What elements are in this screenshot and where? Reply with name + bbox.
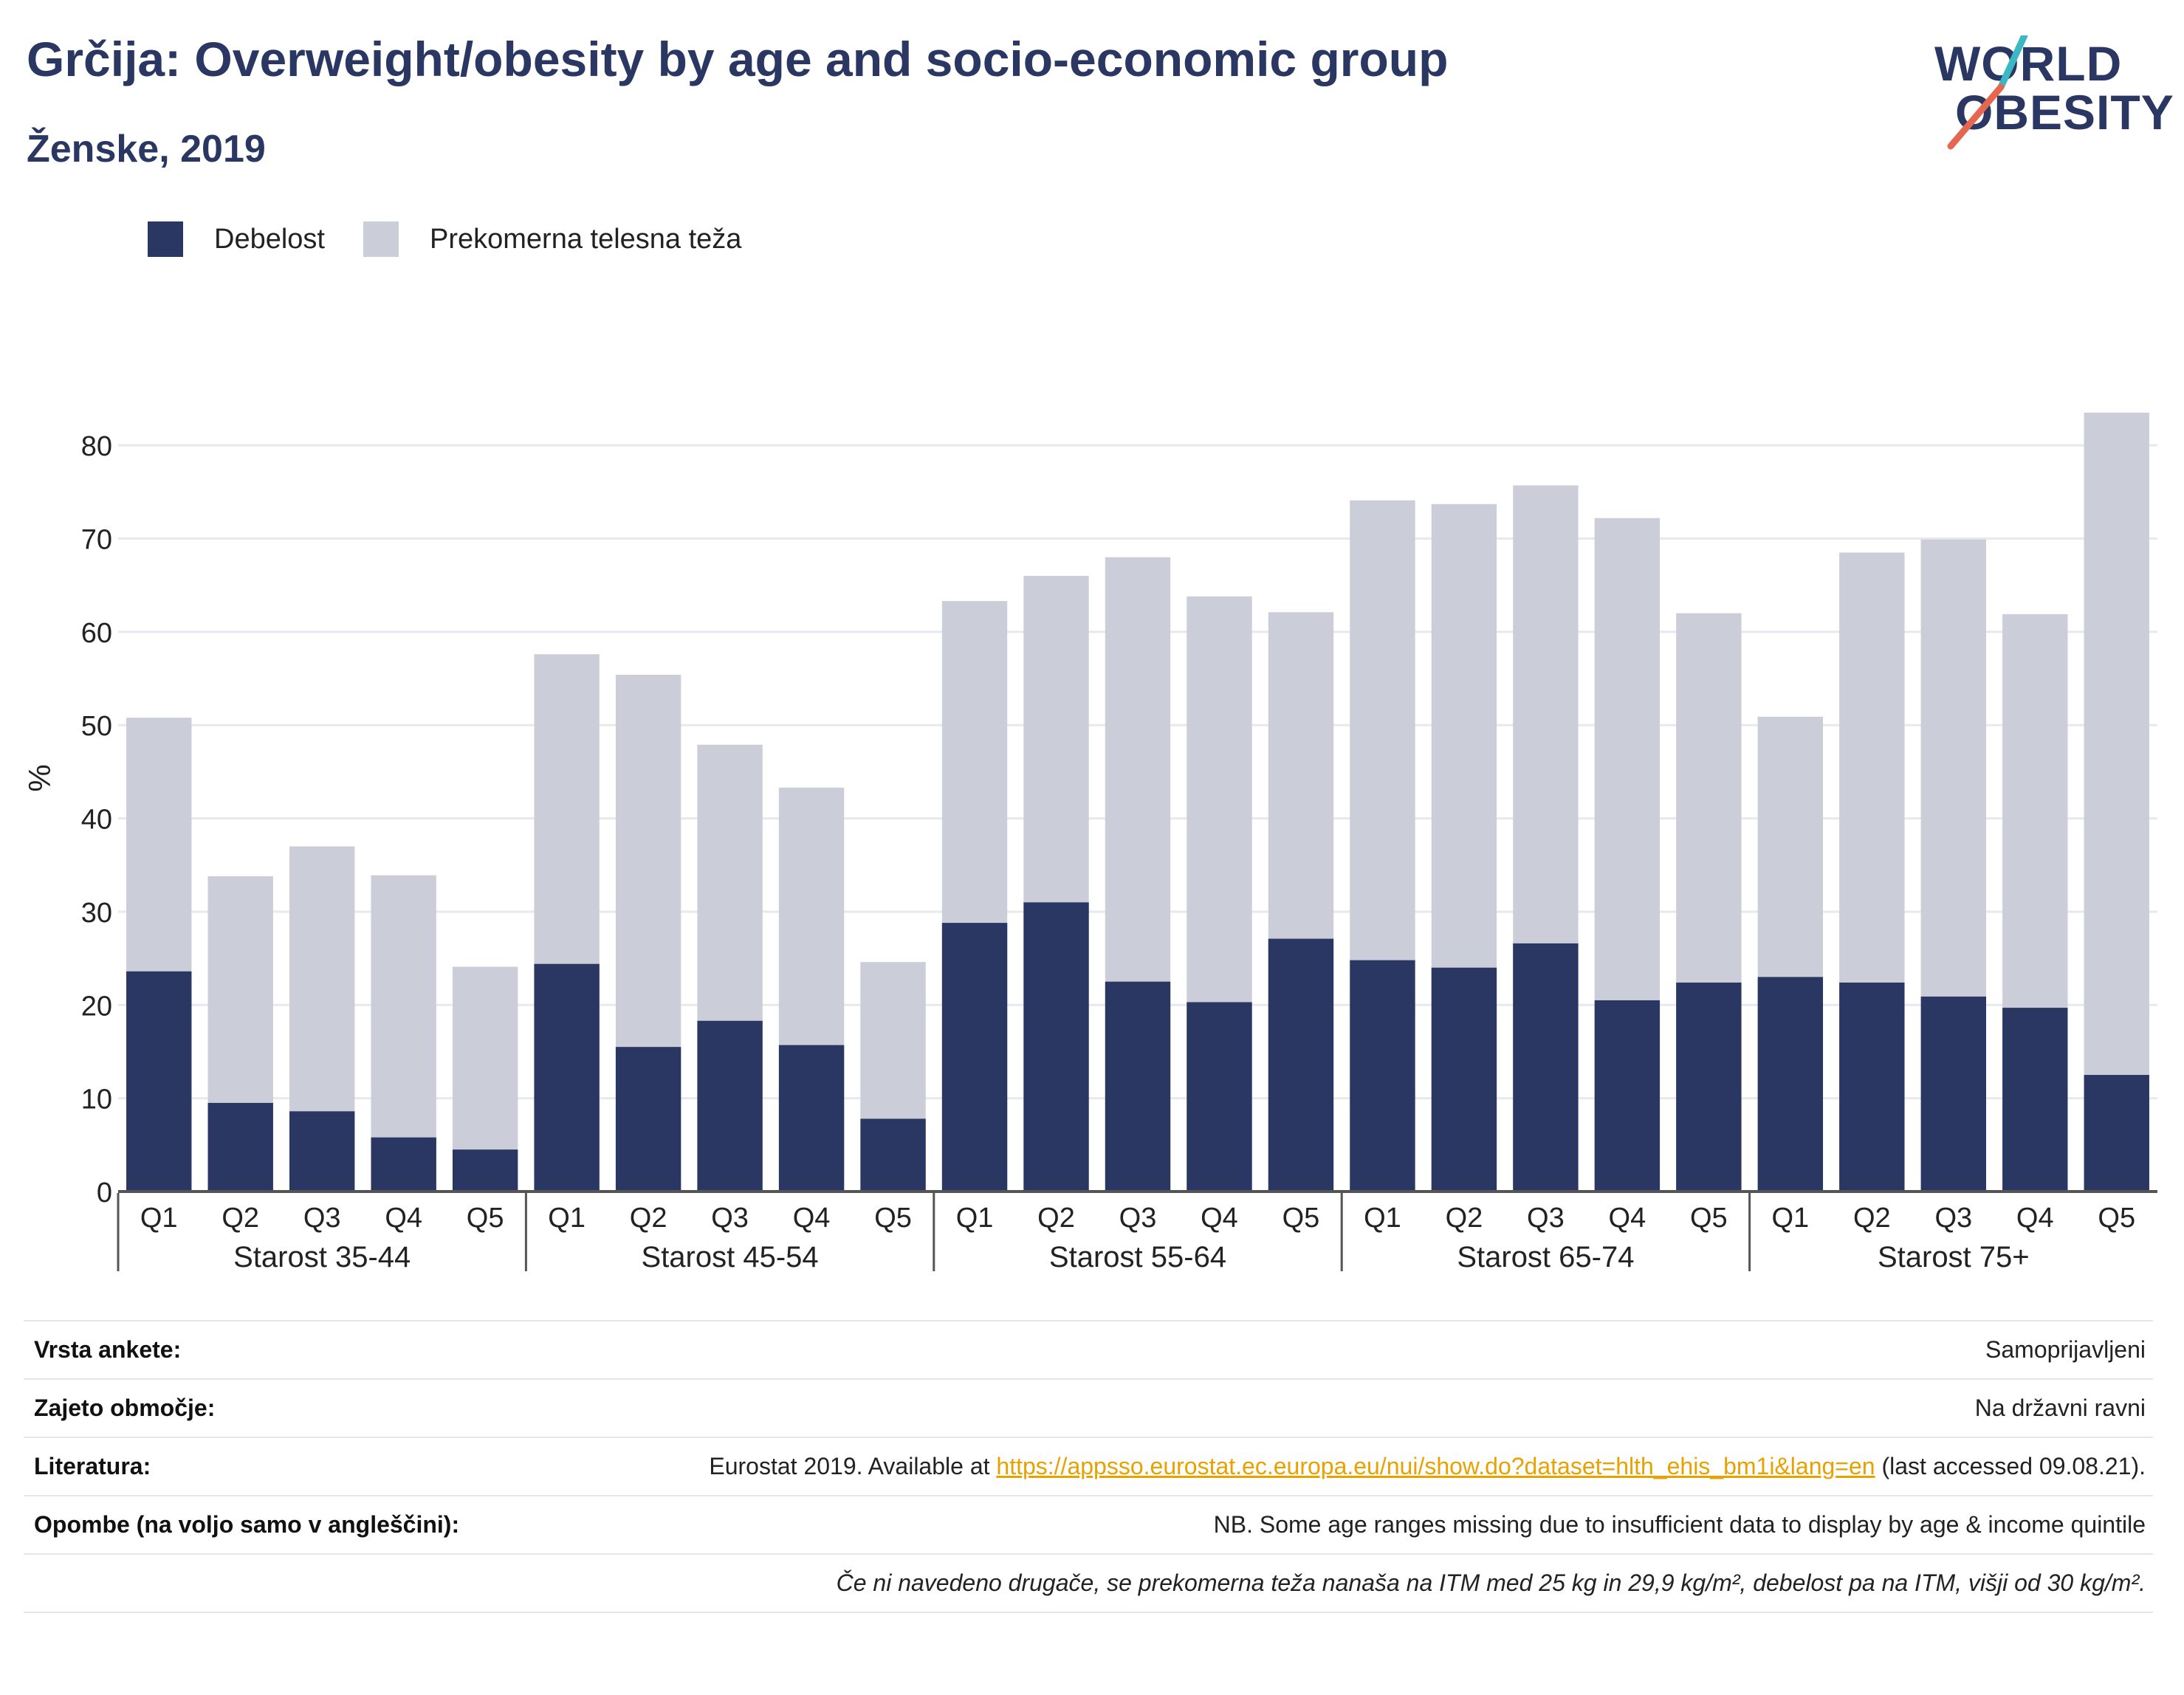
x-tick-label: Q5 [1282,1203,1320,1234]
coverage-label: Zajeto območje: [34,1395,216,1421]
reference-prefix: Eurostat 2019. Available at [709,1453,997,1479]
bar-obesity [452,1149,518,1192]
x-tick-label: Q2 [1853,1203,1891,1234]
legend-label-obesity: Debelost [214,223,325,255]
bar-obesity [1268,938,1334,1192]
legend-swatch-obesity [148,221,183,257]
legend-item-overweight: Prekomerna telesna teža [363,221,741,257]
x-tick-label: Q3 [303,1203,341,1234]
bar-obesity [207,1102,273,1192]
bar-obesity [1431,967,1497,1192]
bar-obesity [1757,977,1824,1192]
bar-obesity [2084,1075,2149,1192]
x-group-label: Starost 65-74 [1457,1241,1634,1273]
y-tick-label: 80 [81,431,112,462]
footer-row-coverage: Zajeto območje: Na državni ravni [24,1378,2153,1437]
reference-label: Literatura: [34,1453,151,1479]
chart-subtitle: Ženske, 2019 [27,128,266,171]
x-group-label: Starost 35-44 [233,1241,411,1273]
legend-label-overweight: Prekomerna telesna teža [429,223,742,255]
bar-obesity [1513,943,1579,1192]
bar-obesity [697,1020,763,1192]
bar-obesity [941,923,1008,1192]
x-tick-label: Q1 [548,1203,586,1234]
bar-obesity [1594,1000,1661,1192]
chart-legend: Debelost Prekomerna telesna teža [148,219,780,260]
notes-value: NB. Some age ranges missing due to insuf… [1213,1511,2146,1538]
bar-obesity [1023,902,1089,1192]
y-tick-label: 30 [81,898,112,929]
footer-row-definition: Če ni navedeno drugače, se prekomerna te… [24,1553,2153,1613]
survey-type-value: Samoprijavljeni [1985,1336,2146,1363]
x-group-label: Starost 45-54 [642,1241,819,1273]
bar-obesity [126,971,192,1192]
x-tick-label: Q4 [1201,1203,1238,1234]
bar-obesity [289,1111,355,1192]
y-axis-label: % [22,764,57,791]
reference-suffix: (last accessed 09.08.21). [1875,1453,2146,1479]
notes-label: Opombe (na voljo samo v angleščini): [34,1511,460,1538]
bar-obesity [1187,1002,1252,1192]
chart-title: Grčija: Overweight/obesity by age and so… [27,32,1449,86]
y-tick-label: 20 [81,991,112,1022]
bar-overweight [2084,412,2149,1192]
x-tick-label: Q3 [1934,1203,1972,1234]
x-tick-label: Q4 [2016,1203,2054,1234]
coverage-value: Na državni ravni [1974,1395,2146,1421]
bar-obesity [1676,982,1742,1192]
x-tick-label: Q2 [630,1203,667,1234]
legend-item-obesity: Debelost [148,221,325,257]
bar-obesity [371,1137,436,1192]
x-group-label: Starost 55-64 [1049,1241,1226,1273]
x-tick-label: Q5 [2098,1203,2135,1234]
bar-obesity [1105,981,1171,1192]
bar-obesity [860,1118,926,1192]
bar-obesity [2002,1008,2068,1192]
logo-text-line1: WORLD [1934,36,2123,91]
x-tick-label: Q5 [1690,1203,1728,1234]
x-tick-label: Q1 [956,1203,994,1234]
y-tick-label: 50 [81,711,112,742]
x-tick-label: Q4 [385,1203,422,1234]
x-tick-label: Q2 [222,1203,259,1234]
reference-link[interactable]: https://appsso.eurostat.ec.europa.eu/nui… [996,1453,1875,1479]
legend-swatch-overweight [363,221,399,257]
definition-text: Če ni navedeno drugače, se prekomerna te… [836,1569,2146,1596]
x-tick-label: Q1 [1364,1203,1401,1234]
y-tick-label: 40 [81,805,112,836]
bar-obesity [534,963,600,1192]
y-tick-label: 10 [81,1084,112,1115]
x-tick-label: Q1 [1771,1203,1809,1234]
x-tick-label: Q2 [1037,1203,1075,1234]
bar-obesity [1920,996,1986,1192]
bar-obesity [778,1045,845,1192]
x-tick-label: Q5 [467,1203,504,1234]
y-tick-label: 0 [97,1177,112,1208]
x-tick-label: Q3 [1119,1203,1157,1234]
logo-slash-icon [1947,35,2028,150]
footer-row-notes: Opombe (na voljo samo v angleščini): NB.… [24,1495,2153,1553]
x-group-label: Starost 75+ [1878,1241,2030,1273]
y-tick-label: 70 [81,525,112,556]
footer-row-survey: Vrsta ankete: Samoprijavljeni [24,1320,2153,1378]
x-tick-label: Q2 [1446,1203,1483,1234]
bar-obesity [1839,982,1905,1192]
x-tick-label: Q4 [1609,1203,1646,1234]
x-tick-label: Q1 [140,1203,178,1234]
world-obesity-logo: WORLD OBESITY [1929,35,2174,154]
x-tick-label: Q4 [793,1203,831,1234]
footer-row-reference: Literatura: Eurostat 2019. Available at … [24,1437,2153,1495]
y-tick-label: 60 [81,618,112,649]
chart-footer: Vrsta ankete: Samoprijavljeni Zajeto obm… [24,1320,2153,1613]
bar-obesity [615,1047,681,1192]
reference-value: Eurostat 2019. Available at https://apps… [709,1453,2146,1480]
bar-obesity [1350,960,1415,1192]
x-tick-label: Q5 [874,1203,912,1234]
x-tick-label: Q3 [1527,1203,1565,1234]
x-tick-label: Q3 [711,1203,749,1234]
survey-type-label: Vrsta ankete: [34,1336,182,1363]
bar-chart: 0 10 20 30 40 50 60 70 80% Q1 Q2 Q3 Q4 Q5 Starost 35-4… [22,412,2157,1273]
